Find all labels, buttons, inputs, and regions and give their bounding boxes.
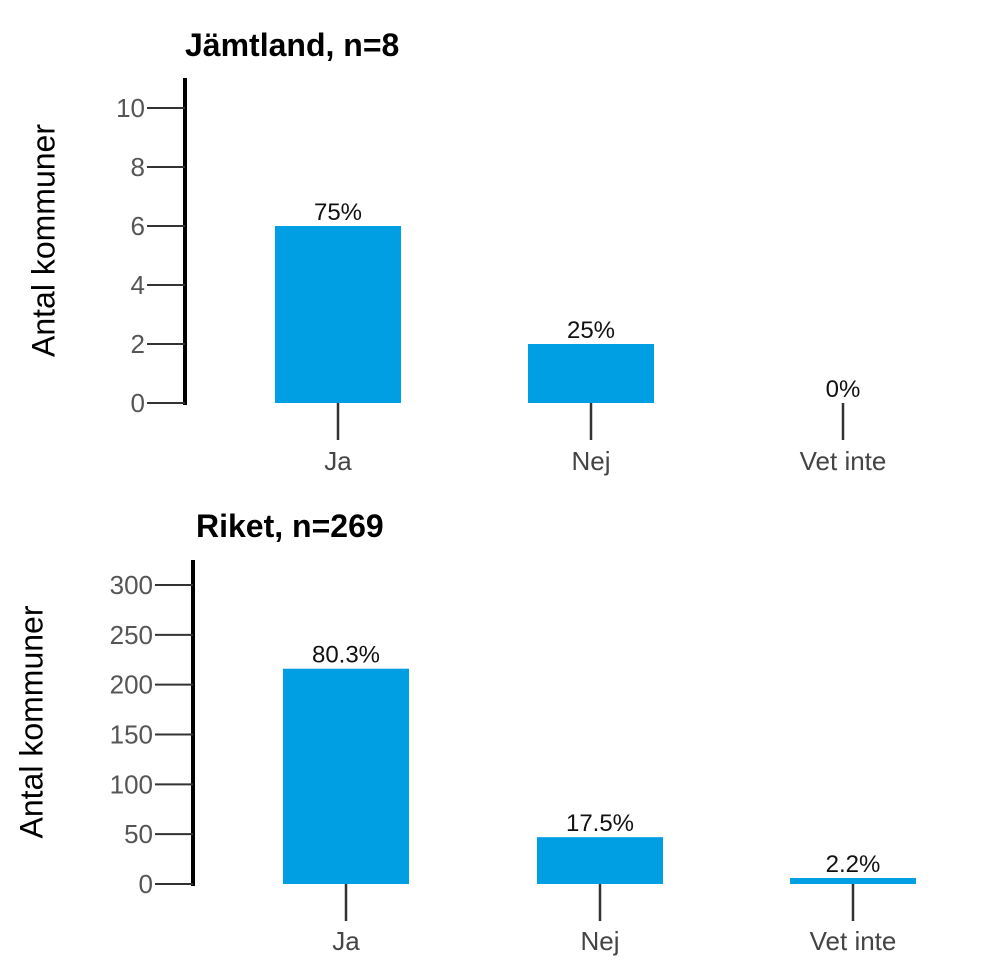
y-tick-label: 8 (131, 152, 145, 182)
data-label: 80.3% (312, 642, 380, 669)
chart-title: Riket, n=269 (196, 508, 384, 544)
y-axis-label: Antal kommuner (13, 605, 49, 838)
data-label: 0% (826, 376, 861, 403)
y-tick-label: 2 (131, 329, 145, 359)
x-tick-label: Nej (580, 926, 619, 956)
y-tick-label: 100 (110, 769, 153, 799)
bar (790, 878, 916, 884)
data-label: 2.2% (826, 851, 881, 878)
y-tick-label: 150 (110, 720, 153, 750)
y-axis-label: Antal kommuner (25, 124, 61, 357)
x-tick-label: Vet inte (810, 926, 897, 956)
bar (528, 344, 654, 403)
data-label: 75% (314, 199, 362, 226)
y-tick-label: 50 (124, 819, 153, 849)
x-tick-label: Ja (332, 926, 360, 956)
y-tick-label: 300 (110, 570, 153, 600)
x-tick-label: Vet inte (800, 446, 887, 476)
y-tick-label: 0 (131, 388, 145, 418)
bar (275, 226, 401, 403)
data-label: 25% (567, 317, 615, 344)
y-tick-label: 4 (131, 270, 145, 300)
data-label: 17.5% (566, 810, 634, 837)
y-tick-label: 10 (116, 93, 145, 123)
x-tick-label: Ja (324, 446, 352, 476)
bar (537, 837, 663, 884)
chart-panel-2: Riket, n=269 Antal kommuner 0 50 100 150 200 25… (13, 508, 916, 956)
y-tick-label: 0 (139, 869, 153, 899)
y-tick-label: 250 (110, 620, 153, 650)
chart-title: Jämtland, n=8 (185, 27, 399, 63)
chart-panel-1: Jämtland, n=8 Antal kommuner 0 2 4 6 8 10 75% Ja 2… (25, 27, 886, 476)
y-tick-label: 6 (131, 211, 145, 241)
bar (283, 668, 409, 884)
y-tick-label: 200 (110, 670, 153, 700)
x-tick-label: Nej (571, 446, 610, 476)
